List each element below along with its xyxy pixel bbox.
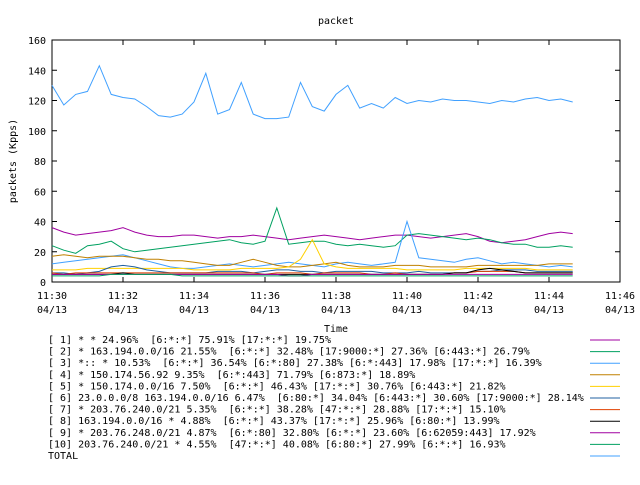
x-tick-label-date: 04/13 (392, 305, 422, 316)
chart-title: packet (318, 16, 354, 27)
x-tick-label-date: 04/13 (321, 305, 351, 316)
x-tick-label-date: 04/13 (179, 305, 209, 316)
y-tick-label: 100 (28, 127, 46, 138)
y-tick-label: 80 (34, 157, 46, 168)
x-tick-label-time: 11:44 (534, 291, 564, 302)
x-tick-label-date: 04/13 (534, 305, 564, 316)
x-tick-label-time: 11:36 (250, 291, 280, 302)
legend-label: [ 5] * 150.174.0.0/16 7.50% [6:*:*] 46.4… (48, 381, 506, 392)
series-line-11 (51, 64, 573, 120)
series-line-10 (52, 273, 573, 277)
legend: [ 1] * * 24.96% [6:*:*] 75.91% [17:*:*] … (48, 335, 620, 462)
y-tick-label: 120 (28, 97, 46, 108)
legend-label: [ 1] * * 24.96% [6:*:*] 75.91% [17:*:*] … (48, 335, 331, 346)
x-tick-label-time: 11:40 (392, 291, 422, 302)
x-tick-label-date: 04/13 (108, 305, 138, 316)
legend-label: [10] 203.76.240.0/21 * 4.55% [47:*:*] 40… (48, 439, 506, 450)
legend-label: [ 4] * 150.174.56.92 9.35% [6:*:443] 71.… (48, 370, 415, 381)
series-lines (51, 64, 573, 277)
legend-label: [ 7] * 203.76.240.0/21 5.35% [6:*:*] 38.… (48, 405, 506, 416)
x-tick-label-time: 11:34 (179, 291, 209, 302)
y-tick-label: 40 (34, 218, 46, 229)
legend-label: [ 2] * 163.194.0.0/16 21.55% [6:*:*] 32.… (48, 347, 530, 358)
axes: 0 20 40 60 80 100 120 140 160 11:30 04/13 11:32 04/1… (28, 36, 635, 316)
legend-label: [ 3] *:: * 10.53% [6:*:*] 36.54% [6:*:80… (48, 358, 542, 369)
y-tick-label: 60 (34, 187, 46, 198)
x-tick-label-time: 11:46 (605, 291, 635, 302)
legend-label: [ 9] * 203.76.248.0/21 4.87% [6:*:80] 32… (48, 428, 536, 439)
x-tick-label-date: 04/13 (463, 305, 493, 316)
plot-frame (51, 39, 621, 283)
y-tick-label: 140 (28, 66, 46, 77)
x-axis-label: Time (324, 324, 348, 335)
x-tick-label-date: 04/13 (605, 305, 635, 316)
y-tick-label: 20 (34, 248, 46, 259)
legend-label: TOTAL (48, 451, 78, 462)
x-tick-label-time: 11:30 (37, 291, 67, 302)
x-tick-label-date: 04/13 (37, 305, 67, 316)
legend-label: [ 8] 163.194.0.0/16 * 4.88% [6:*:*] 43.3… (48, 416, 500, 427)
legend-label: [ 6] 23.0.0.0/8 163.194.0.0/16 6.47% [6:… (48, 393, 584, 404)
x-tick-label-date: 04/13 (250, 305, 280, 316)
series-line-4 (51, 254, 573, 268)
x-tick-label-time: 11:42 (463, 291, 493, 302)
y-axis-label: packets (Kpps) (8, 119, 19, 203)
y-tick-label: 160 (28, 36, 46, 47)
x-tick-label-time: 11:38 (321, 291, 351, 302)
y-tick-label: 0 (40, 278, 46, 289)
x-tick-label-time: 11:32 (108, 291, 138, 302)
series-line-3 (51, 219, 573, 269)
series-line-2 (51, 206, 573, 254)
